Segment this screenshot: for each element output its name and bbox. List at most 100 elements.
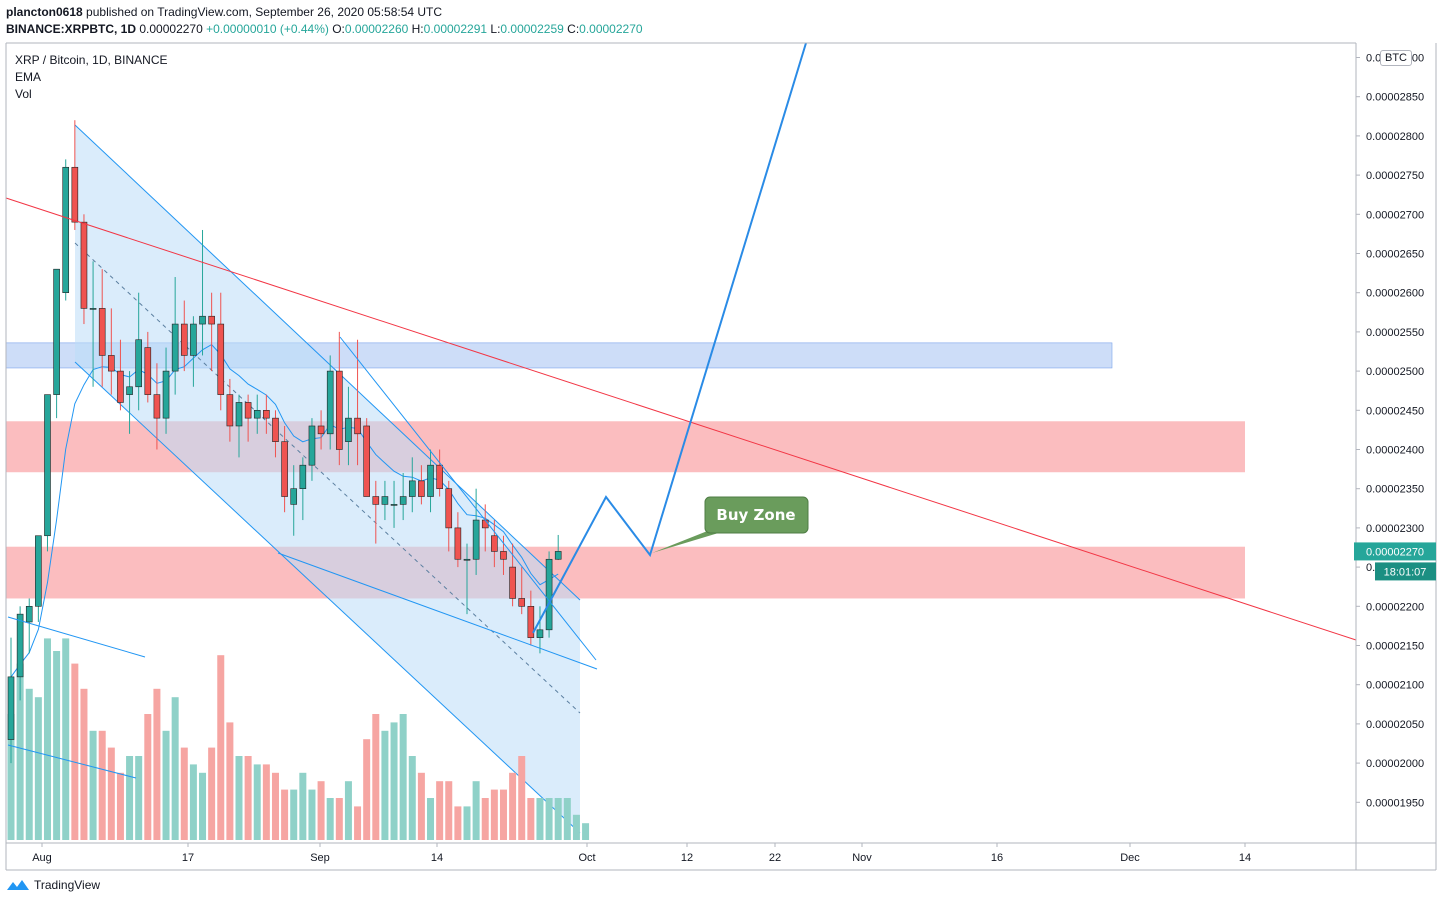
volume-bar (454, 806, 462, 840)
price-tick-label: 0.00002200 (1366, 601, 1424, 613)
volume-bar (472, 781, 480, 840)
volume-bar (408, 756, 416, 840)
candle-body (98, 308, 106, 356)
candle-body (199, 315, 206, 325)
candle-body (35, 535, 42, 607)
close-value: 0.00002270 (579, 22, 643, 36)
volume-bar (326, 798, 334, 840)
time-tick-label: 12 (681, 852, 693, 864)
volume-bar (171, 697, 179, 840)
footer-brand[interactable]: TradingView (6, 878, 100, 892)
tradingview-logo-icon (7, 880, 29, 890)
price-tick-label: 0.00002450 (1366, 405, 1424, 417)
legend-ema[interactable]: EMA (15, 70, 42, 84)
price-tick-label: 0.00002850 (1366, 92, 1424, 104)
price-tick-label: 0.00002800 (1366, 131, 1424, 143)
volume-bar (208, 747, 216, 840)
candle-body (536, 629, 544, 638)
candle-body (126, 386, 133, 395)
volume-bar (308, 789, 316, 840)
time-tick-label: Nov (852, 852, 872, 864)
volume-bar (34, 697, 42, 840)
candle-body (491, 535, 498, 552)
candle-body (554, 551, 562, 560)
candle-body (153, 394, 161, 419)
price-tick-label: 0.00002300 (1366, 523, 1424, 535)
candle-body (80, 221, 88, 309)
candle-body (354, 417, 361, 435)
volume-bar (354, 806, 362, 840)
channel-upper-line (74, 124, 581, 601)
candle-body (445, 488, 453, 529)
volume-bar (572, 814, 580, 840)
volume-bar (427, 798, 435, 840)
candle-body (162, 370, 170, 419)
candle-body (226, 394, 234, 427)
price-tick-label: 0.00002000 (1366, 758, 1424, 770)
candle-body (135, 339, 142, 388)
candle-body (317, 425, 325, 435)
candle-body (545, 558, 553, 631)
candle-body (436, 464, 443, 489)
low-value: 0.00002259 (500, 22, 564, 36)
volume-bar (135, 756, 143, 840)
candle-body (399, 496, 407, 505)
candle-body (308, 425, 316, 466)
currency-badge[interactable]: BTC (1380, 50, 1412, 66)
volume-bar (490, 789, 498, 840)
buy-zone-pointer (652, 528, 735, 553)
volume-bar (153, 688, 161, 840)
chart-legend: XRP / Bitcoin, 1D, BINANCE EMA Vol (15, 52, 168, 103)
price-tick-label: 0.00002350 (1366, 484, 1424, 496)
time-tick-label: 14 (431, 852, 443, 864)
candle-body (144, 347, 152, 395)
volume-bar (335, 798, 343, 840)
volume-bar (180, 747, 188, 840)
price-tick-label: 0.00002750 (1366, 170, 1424, 182)
volume-bar (271, 772, 279, 840)
publisher-name[interactable]: plancton0618 (6, 5, 83, 19)
volume-bar (189, 764, 197, 840)
price-tick-label: 0.00002100 (1366, 680, 1424, 692)
price-tick-label: 0.00002050 (1366, 719, 1424, 731)
volume-bar (25, 688, 33, 840)
volume-bar (509, 772, 517, 840)
candle-body (253, 409, 261, 419)
candle-body (263, 409, 270, 419)
volume-bar (481, 798, 489, 840)
volume-bar (399, 714, 407, 840)
projection-path (532, 42, 807, 634)
buy-zone-label: Buy Zone (716, 506, 795, 524)
candle-body (71, 166, 79, 223)
volume-bar (53, 651, 61, 840)
candle-body (408, 480, 416, 497)
candle-body (518, 598, 526, 607)
volume-bar (89, 730, 97, 840)
volume-bar (116, 772, 124, 840)
volume-bar (582, 823, 590, 840)
candle-body (44, 394, 51, 537)
last-price: 0.00002270 (139, 22, 203, 36)
high-value: 0.00002291 (423, 22, 488, 36)
buy-zone-callout (704, 496, 809, 534)
price-tick-label: 0.00002650 (1366, 249, 1424, 261)
channel-lower-line (74, 361, 581, 834)
volume-bar (144, 714, 152, 840)
volume-bar (417, 772, 425, 840)
time-tick-label: Dec (1120, 852, 1140, 864)
open-label: O: (332, 22, 345, 36)
legend-title: XRP / Bitcoin, 1D, BINANCE (15, 53, 168, 67)
volume-bar (463, 806, 471, 840)
candle-body (527, 605, 535, 638)
volume-bar (126, 756, 134, 840)
candle-body (390, 504, 398, 506)
candle-body (281, 441, 288, 497)
time-tick-label: Sep (310, 852, 330, 864)
chart-header: plancton0618 published on TradingView.co… (6, 4, 643, 38)
candle-body (89, 308, 97, 310)
volume-bar (299, 772, 307, 840)
candle-body (454, 527, 462, 560)
candle-body (180, 323, 188, 356)
legend-vol[interactable]: Vol (15, 87, 32, 101)
